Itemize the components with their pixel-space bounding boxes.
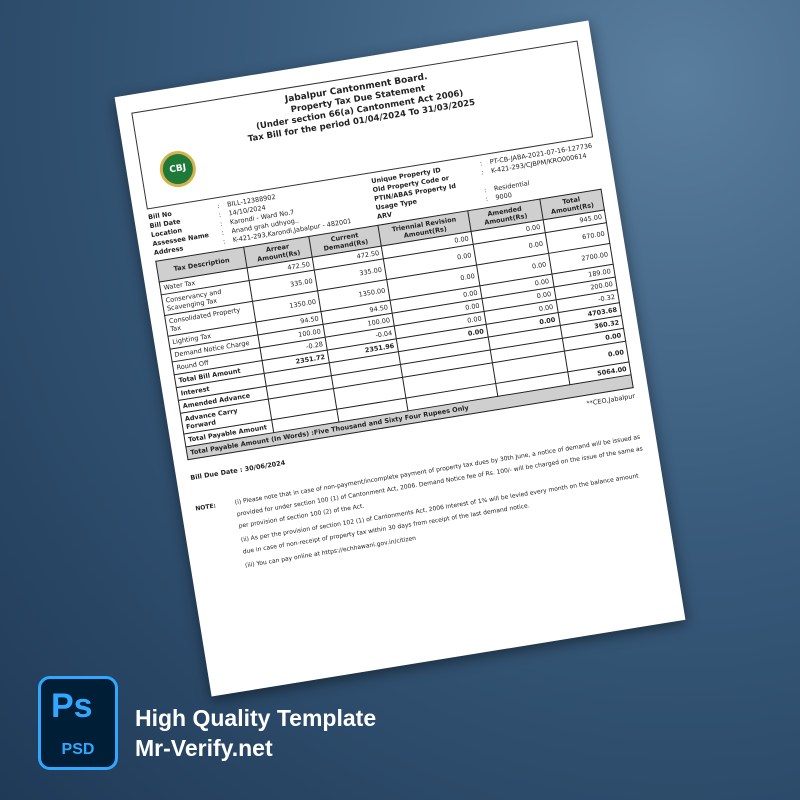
promo-line-1: High Quality Template	[135, 705, 377, 731]
info-value: 9000	[494, 191, 513, 202]
promo-text: High Quality Template Mr-Verify.net	[135, 703, 376, 763]
photoshop-psd-icon: Ps PSD	[38, 676, 118, 770]
tax-bill-document: CBJ Jabalpur Cantonment Board. Property …	[114, 20, 686, 697]
promo-line-2: Mr-Verify.net	[135, 735, 273, 761]
